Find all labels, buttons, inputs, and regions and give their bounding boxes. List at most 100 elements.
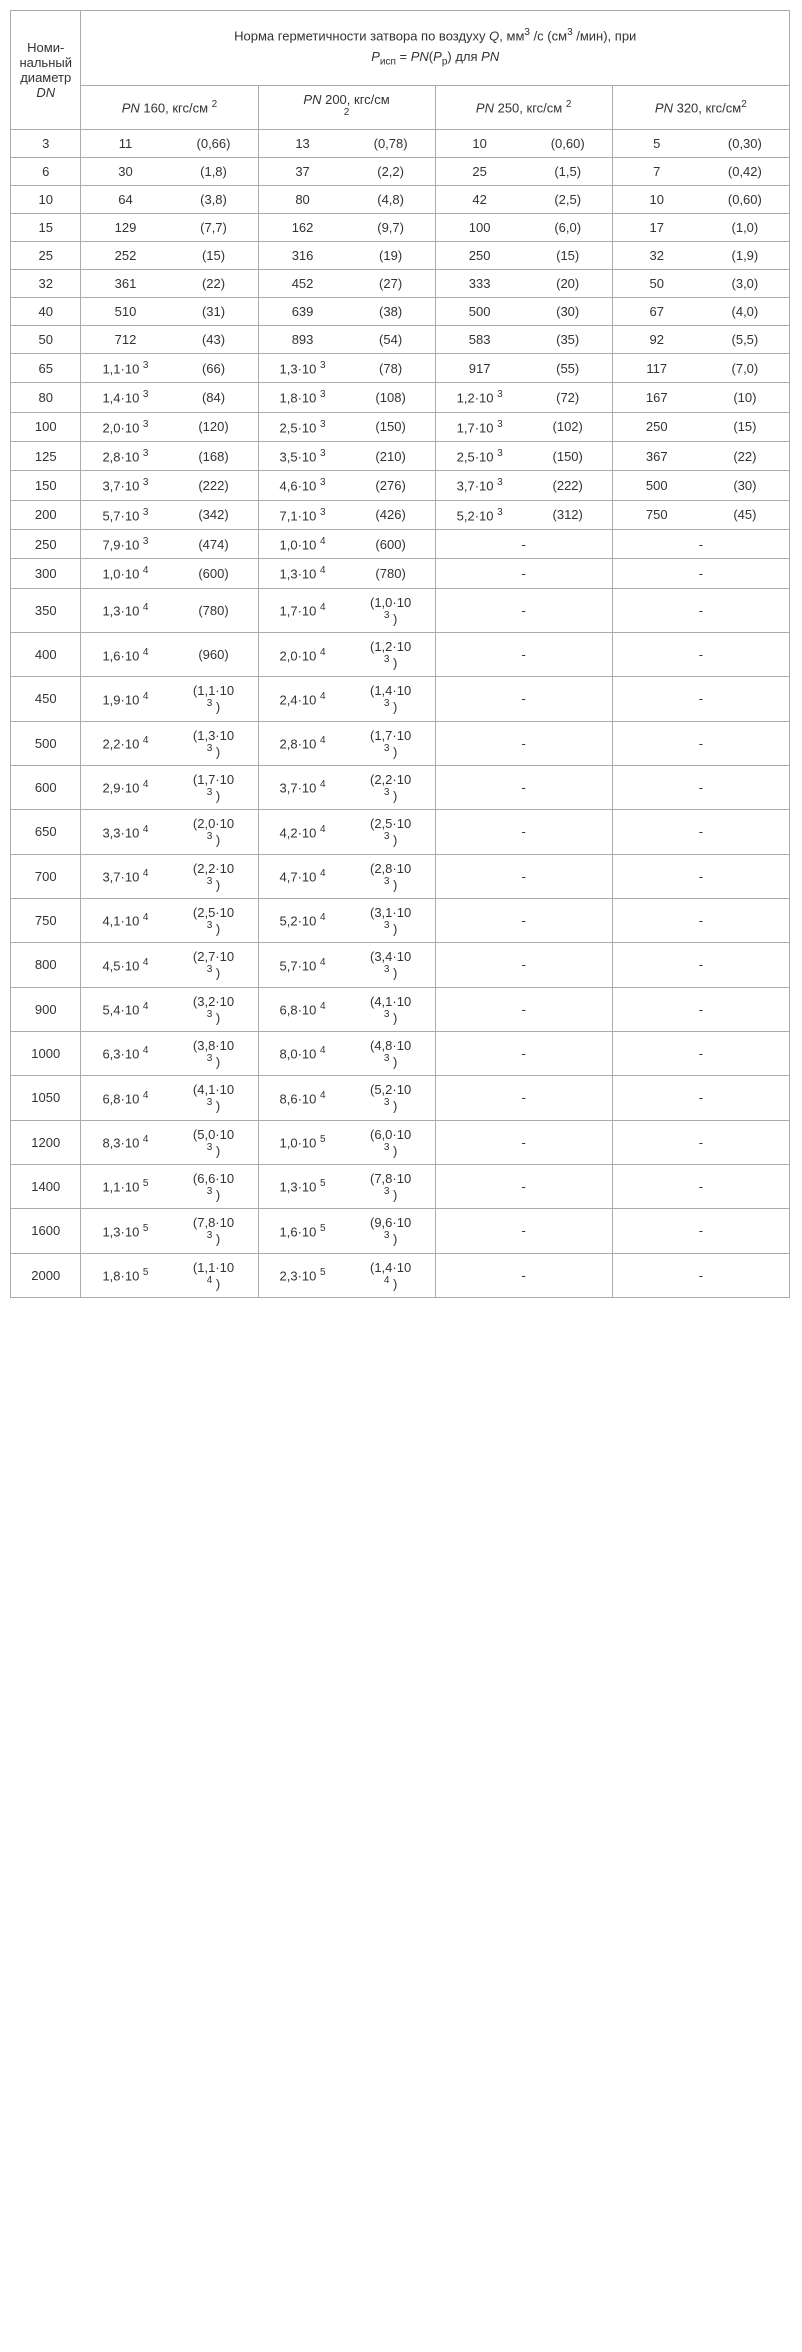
- table-cell: (5,2·103 ): [347, 1076, 436, 1120]
- table-row: 12008,3·10 4(5,0·103 )1,0·10 5(6,0·103 )…: [11, 1120, 790, 1164]
- table-cell: -: [612, 677, 789, 721]
- table-cell: 92: [612, 326, 701, 354]
- table-cell: (108): [347, 383, 436, 412]
- table-cell: 1,0·10 5: [258, 1120, 347, 1164]
- table-cell: (35): [524, 326, 613, 354]
- table-cell: (4,0): [701, 298, 790, 326]
- table-cell: 8,6·10 4: [258, 1076, 347, 1120]
- dn-cell: 700: [11, 854, 81, 898]
- table-row: 4501,9·10 4(1,1·103 )2,4·10 4(1,4·103 )-…: [11, 677, 790, 721]
- table-cell: -: [612, 559, 789, 588]
- table-cell: -: [612, 943, 789, 987]
- table-cell: 3,7·10 4: [258, 765, 347, 809]
- table-row: 50712(43)893(54)583(35)92(5,5): [11, 326, 790, 354]
- dn-cell: 3: [11, 130, 81, 158]
- table-cell: 42: [435, 186, 524, 214]
- table-row: 10006,3·10 4(3,8·103 )8,0·10 4(4,8·103 )…: [11, 1031, 790, 1075]
- dn-cell: 6: [11, 158, 81, 186]
- dn-cell: 400: [11, 633, 81, 677]
- table-cell: -: [612, 1253, 789, 1297]
- table-cell: (5,5): [701, 326, 790, 354]
- table-cell: (150): [347, 412, 436, 441]
- standards-table: Номи- нальный диаметр DN Норма герметичн…: [10, 10, 790, 1298]
- header-dn: Номи- нальный диаметр DN: [11, 11, 81, 130]
- table-cell: (6,0·103 ): [347, 1120, 436, 1164]
- table-cell: (1,3·103 ): [169, 721, 258, 765]
- table-cell: 2,2·10 4: [81, 721, 170, 765]
- table-cell: 1,3·10 4: [81, 588, 170, 632]
- table-cell: (0,60): [701, 186, 790, 214]
- table-row: 1064(3,8)80(4,8)42(2,5)10(0,60): [11, 186, 790, 214]
- table-cell: (474): [169, 530, 258, 559]
- table-cell: -: [435, 721, 612, 765]
- table-cell: -: [612, 1031, 789, 1075]
- table-cell: 7,9·10 3: [81, 530, 170, 559]
- table-cell: -: [435, 898, 612, 942]
- table-cell: (1,0): [701, 214, 790, 242]
- dn-cell: 600: [11, 765, 81, 809]
- table-cell: -: [612, 1120, 789, 1164]
- table-cell: (15): [169, 242, 258, 270]
- table-cell: 1,2·10 3: [435, 383, 524, 412]
- dn-cell: 50: [11, 326, 81, 354]
- table-cell: (9,7): [347, 214, 436, 242]
- table-cell: -: [435, 1253, 612, 1297]
- table-cell: 1,9·10 4: [81, 677, 170, 721]
- table-cell: 3,7·10 3: [81, 471, 170, 500]
- table-cell: 129: [81, 214, 170, 242]
- table-cell: 30: [81, 158, 170, 186]
- table-cell: (2,2): [347, 158, 436, 186]
- table-cell: (2,8·103 ): [347, 854, 436, 898]
- table-cell: (43): [169, 326, 258, 354]
- table-cell: 5,7·10 4: [258, 943, 347, 987]
- table-cell: (9,6·103 ): [347, 1209, 436, 1253]
- table-cell: 11: [81, 130, 170, 158]
- dn-cell: 500: [11, 721, 81, 765]
- table-cell: 2,5·10 3: [435, 442, 524, 471]
- table-cell: 367: [612, 442, 701, 471]
- table-cell: (1,5): [524, 158, 613, 186]
- table-row: 15129(7,7)162(9,7)100(6,0)17(1,0): [11, 214, 790, 242]
- table-cell: 712: [81, 326, 170, 354]
- table-cell: 2,0·10 4: [258, 633, 347, 677]
- table-row: 2507,9·10 3(474)1,0·10 4(600)--: [11, 530, 790, 559]
- table-cell: 4,6·10 3: [258, 471, 347, 500]
- table-cell: -: [435, 1164, 612, 1208]
- table-cell: (1,7·103 ): [347, 721, 436, 765]
- dn-cell: 250: [11, 530, 81, 559]
- table-cell: (780): [347, 559, 436, 588]
- table-cell: (1,4·103 ): [347, 677, 436, 721]
- table-cell: 452: [258, 270, 347, 298]
- table-cell: (2,2·103 ): [169, 854, 258, 898]
- dn-cell: 900: [11, 987, 81, 1031]
- table-cell: 162: [258, 214, 347, 242]
- table-cell: 5,2·10 3: [435, 500, 524, 529]
- dn-cell: 100: [11, 412, 81, 441]
- table-cell: (1,1·104 ): [169, 1253, 258, 1297]
- table-cell: -: [435, 1120, 612, 1164]
- table-row: 801,4·10 3(84)1,8·10 3(108)1,2·10 3(72)1…: [11, 383, 790, 412]
- table-cell: 250: [435, 242, 524, 270]
- table-row: 4001,6·10 4(960)2,0·10 4(1,2·103 )--: [11, 633, 790, 677]
- table-cell: (4,8): [347, 186, 436, 214]
- table-cell: (4,1·103 ): [347, 987, 436, 1031]
- table-cell: 6,8·10 4: [258, 987, 347, 1031]
- table-row: 8004,5·10 4(2,7·103 )5,7·10 4(3,4·103 )-…: [11, 943, 790, 987]
- table-cell: (2,5·103 ): [347, 810, 436, 854]
- table-cell: (2,5): [524, 186, 613, 214]
- table-cell: (1,0·103 ): [347, 588, 436, 632]
- table-cell: 32: [612, 242, 701, 270]
- table-cell: 100: [435, 214, 524, 242]
- header-pn200: PN 200, кгс/см2: [258, 85, 435, 129]
- table-cell: 10: [612, 186, 701, 214]
- header-pn160: PN 160, кгс/см 2: [81, 85, 258, 129]
- table-cell: (55): [524, 354, 613, 383]
- table-cell: (0,30): [701, 130, 790, 158]
- header-pn320: PN 320, кгс/см2: [612, 85, 789, 129]
- table-cell: (31): [169, 298, 258, 326]
- table-cell: -: [612, 854, 789, 898]
- table-cell: -: [435, 987, 612, 1031]
- table-cell: (72): [524, 383, 613, 412]
- table-cell: (276): [347, 471, 436, 500]
- table-cell: -: [435, 854, 612, 898]
